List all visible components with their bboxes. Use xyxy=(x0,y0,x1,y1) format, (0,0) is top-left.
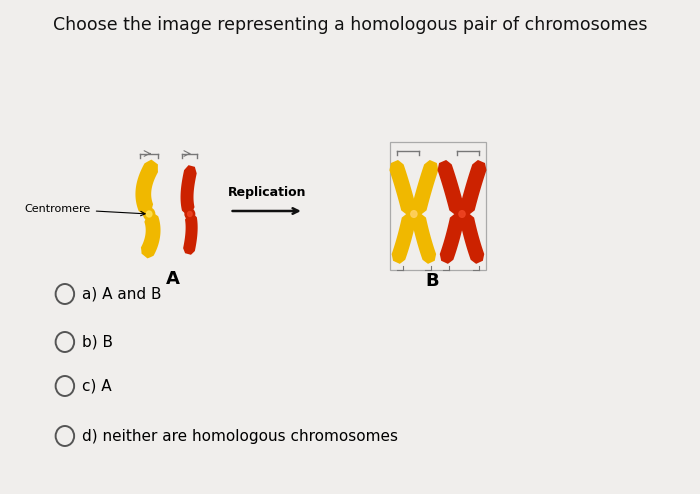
Polygon shape xyxy=(181,165,197,215)
Circle shape xyxy=(185,209,195,219)
Text: A: A xyxy=(167,270,180,288)
Polygon shape xyxy=(135,160,158,216)
Circle shape xyxy=(407,207,420,221)
Text: a) A and B: a) A and B xyxy=(81,287,161,301)
Circle shape xyxy=(459,210,465,217)
Text: Choose the image representing a homologous pair of chromosomes: Choose the image representing a homologo… xyxy=(52,16,648,34)
Circle shape xyxy=(456,207,468,221)
Polygon shape xyxy=(141,212,160,258)
Text: Replication: Replication xyxy=(228,186,306,199)
Text: Centromere: Centromere xyxy=(25,204,145,216)
Bar xyxy=(390,142,486,270)
Polygon shape xyxy=(412,213,436,264)
Polygon shape xyxy=(438,160,464,215)
Polygon shape xyxy=(412,160,438,215)
Circle shape xyxy=(188,211,193,216)
Polygon shape xyxy=(183,213,197,255)
Circle shape xyxy=(144,208,155,220)
Text: b) B: b) B xyxy=(81,334,113,349)
Circle shape xyxy=(146,211,152,217)
Polygon shape xyxy=(460,160,486,215)
Circle shape xyxy=(411,210,417,217)
Polygon shape xyxy=(389,160,416,215)
Text: c) A: c) A xyxy=(81,378,111,394)
Text: d) neither are homologous chromosomes: d) neither are homologous chromosomes xyxy=(81,428,398,444)
Polygon shape xyxy=(440,213,464,264)
Polygon shape xyxy=(460,213,484,264)
Text: B: B xyxy=(426,272,439,290)
Polygon shape xyxy=(391,213,416,264)
